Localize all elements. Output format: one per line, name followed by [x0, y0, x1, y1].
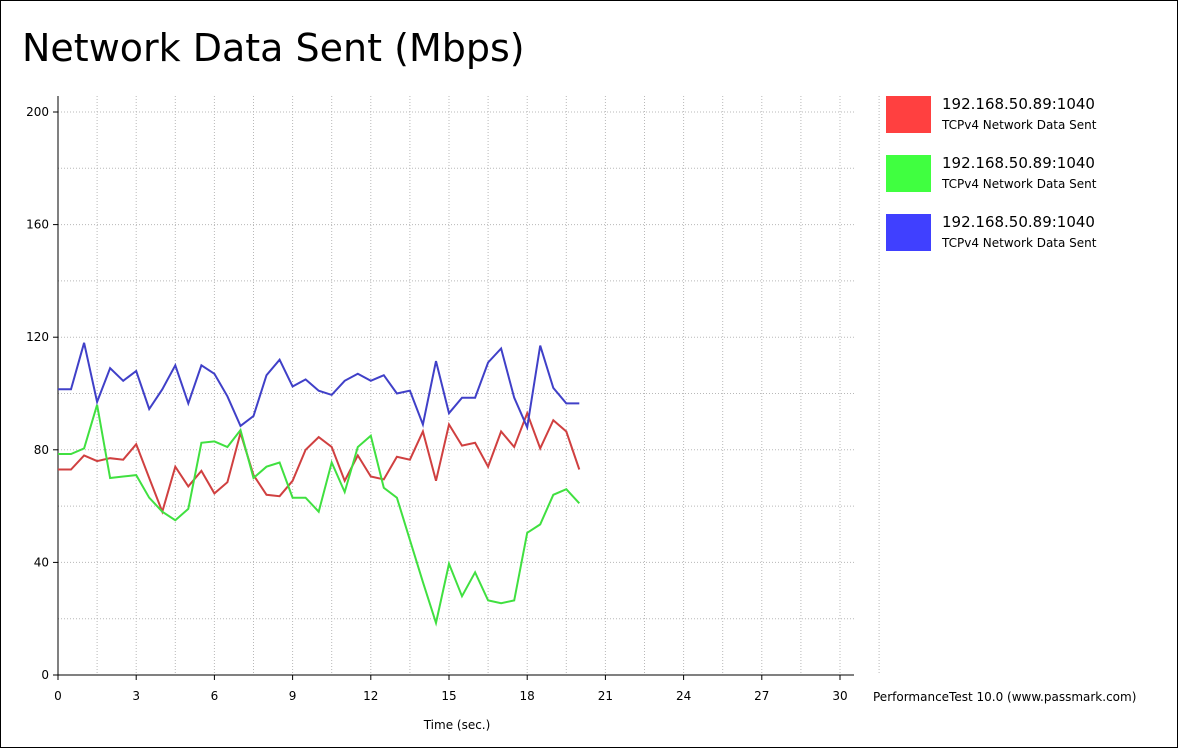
series-line-red	[58, 410, 581, 515]
x-tick-label: 24	[676, 689, 691, 703]
legend-swatch-green	[886, 155, 931, 192]
series-line-blue	[58, 342, 580, 431]
x-tick-label: 12	[363, 689, 378, 703]
chart-title: Network Data Sent (Mbps)	[22, 26, 525, 70]
legend-swatch-blue	[886, 214, 931, 251]
axes	[53, 96, 854, 680]
y-tick-label: 120	[26, 330, 49, 344]
x-tick-label: 3	[132, 689, 140, 703]
x-tick-label: 6	[211, 689, 219, 703]
legend-series-name: 192.168.50.89:1040	[942, 154, 1095, 172]
series-line-green	[58, 404, 581, 627]
legend-series-description: TCPv4 Network Data Sent	[942, 118, 1097, 132]
series-lines	[58, 342, 581, 627]
y-tick-label: 160	[26, 218, 49, 232]
legend-series-name: 192.168.50.89:1040	[942, 213, 1095, 231]
x-axis-label: Time (sec.)	[423, 718, 491, 732]
legend-series-name: 192.168.50.89:1040	[942, 95, 1095, 113]
y-tick-label: 0	[41, 668, 49, 682]
tick-labels: 0 40 80 120 160 200 0 3 6 9 12 15 18 21 24 27 30	[26, 105, 848, 703]
x-tick-label: 0	[54, 689, 62, 703]
x-tick-label: 15	[441, 689, 456, 703]
legend-swatch-red	[886, 96, 931, 133]
y-tick-label: 80	[34, 443, 49, 457]
x-tick-label: 30	[832, 689, 847, 703]
footer-credit: PerformanceTest 10.0 (www.passmark.com)	[873, 690, 1137, 704]
legend-series-description: TCPv4 Network Data Sent	[942, 177, 1097, 191]
x-tick-label: 21	[598, 689, 613, 703]
x-tick-label: 9	[289, 689, 297, 703]
x-tick-label: 27	[754, 689, 769, 703]
legend-series-description: TCPv4 Network Data Sent	[942, 236, 1097, 250]
x-tick-label: 18	[520, 689, 535, 703]
y-tick-label: 40	[34, 555, 49, 569]
y-tick-label: 200	[26, 105, 49, 119]
